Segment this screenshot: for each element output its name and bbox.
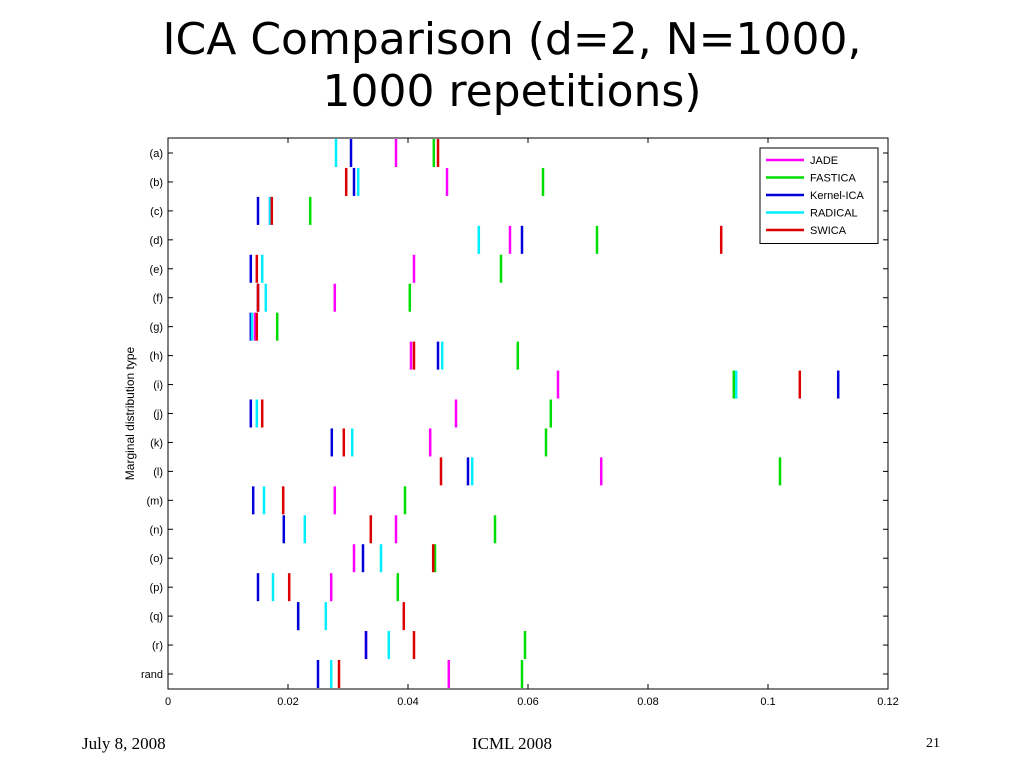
y-tick-label: (p) (150, 582, 163, 594)
y-tick-label: (n) (150, 524, 163, 536)
footer-conference: ICML 2008 (471, 734, 553, 753)
legend-box (759, 147, 879, 244)
y-tick-label: (c) (150, 206, 163, 218)
x-tick-label: 0 (165, 696, 171, 708)
y-axis-label: Marginal distribution type (123, 346, 137, 480)
y-tick-label: (a) (150, 148, 163, 160)
slide-title-line-1: ICA Comparison (d=2, N=1000, (162, 14, 862, 65)
x-tick-label: 0.02 (277, 696, 298, 708)
y-tick-label: (e) (150, 264, 163, 276)
y-tick-label: (f) (153, 293, 163, 305)
legend-label: FASTICA (810, 173, 857, 185)
x-tick-labels: 0 0.02 0.04 0.06 0.08 0.1 0.12 (165, 696, 899, 708)
y-tick-label: (j) (153, 409, 163, 421)
x-tick-label: 0.1 (760, 696, 775, 708)
y-tick-label: (h) (150, 351, 163, 363)
y-tick-label: (d) (150, 235, 163, 247)
y-tick-label: (b) (150, 177, 163, 189)
x-tick-label: 0.06 (517, 696, 538, 708)
slide-title-line-2: 1000 repetitions) (322, 66, 702, 117)
legend-label: JADE (810, 155, 838, 167)
x-tick-label: 0.12 (877, 696, 898, 708)
legend-label: SWICA (810, 225, 847, 237)
page-number: 21 (926, 736, 940, 751)
legend: JADE FASTICA Kernel-ICA RADICAL SWICA (759, 147, 879, 244)
y-tick-label: (q) (150, 611, 163, 623)
x-tick-label: 0.04 (397, 696, 418, 708)
y-tick-label: (r) (152, 640, 163, 652)
y-tick-label: rand (141, 669, 163, 681)
axis-ticks (167, 138, 889, 689)
slide-title: ICA Comparison (d=2, N=1000, 1000 repeti… (0, 14, 1024, 118)
y-tick-label: (g) (150, 322, 163, 334)
y-tick-label: (l) (153, 466, 163, 478)
x-tick-label: 0.08 (637, 696, 658, 708)
y-tick-label: (m) (147, 495, 164, 507)
footer-date: July 8, 2008 (82, 734, 166, 753)
y-tick-label: (k) (150, 437, 163, 449)
y-tick-label: (o) (150, 553, 163, 565)
legend-label: RADICAL (810, 208, 858, 220)
y-tick-label: (i) (153, 380, 163, 392)
y-tick-labels: (a) (b) (c) (d) (e) (f) (g) (h) (i) (j) (k) (l) (m) (… (141, 148, 163, 681)
data-marks (249, 139, 840, 688)
legend-label: Kernel-ICA (810, 190, 864, 202)
